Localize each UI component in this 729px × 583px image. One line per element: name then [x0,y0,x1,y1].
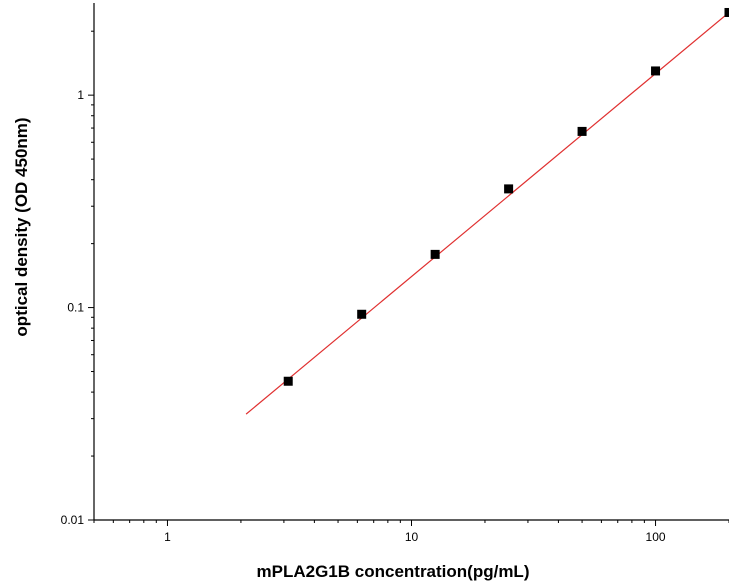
data-point-marker [504,184,514,194]
fit-line [245,12,729,415]
data-point-marker [357,309,367,319]
data-points [283,7,729,386]
y-tick-label: 1 [77,88,84,102]
data-point-marker [724,7,729,17]
tick-marks [88,30,729,526]
fit-line-group [245,12,729,415]
x-tick-label: 10 [405,530,419,544]
y-tick-label: 0.1 [67,301,84,315]
data-point-marker [283,376,293,386]
y-tick-label: 0.01 [61,513,85,527]
data-point-marker [577,126,587,136]
y-axis-title: optical density (OD 450nm) [12,117,31,336]
x-tick-label: 100 [646,530,666,544]
tick-labels: 0.01 0.1 1 1 10 100 [61,88,666,544]
x-tick-label: 1 [164,530,171,544]
axes [93,3,729,521]
data-point-marker [651,66,661,76]
data-point-marker [430,249,440,259]
x-axis-title: mPLA2G1B concentration(pg/mL) [257,562,530,581]
